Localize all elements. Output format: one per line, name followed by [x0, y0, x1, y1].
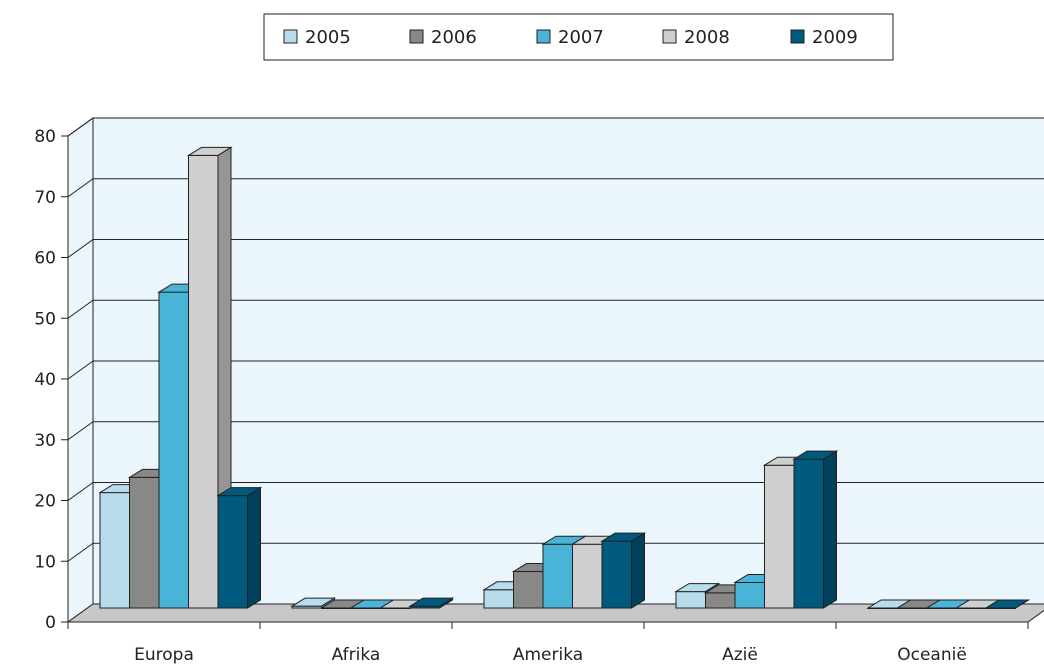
y-tick-label: 40 [34, 370, 56, 390]
legend-entry-2009: 2009 [790, 27, 858, 48]
legend-entry-2008: 2008 [662, 27, 730, 48]
x-tick-label: Afrika [332, 645, 381, 664]
y-tick-label: 60 [34, 249, 56, 269]
y-tick-label: 80 [34, 127, 56, 147]
x-tick-label: Europa [134, 645, 194, 664]
x-axis: Europa Afrika Amerika Azië Oceanië [67, 621, 1029, 664]
legend-swatch [662, 29, 677, 44]
legend-label: 2008 [684, 27, 730, 48]
y-tick-label: 30 [34, 431, 56, 451]
bar-2008-Europa [186, 146, 233, 609]
legend-label: 2005 [305, 27, 351, 48]
legend-label: 2007 [558, 27, 604, 48]
y-tick-label: 50 [34, 309, 56, 329]
bar-2009-Amerika [600, 532, 647, 609]
legend-entry-2007: 2007 [536, 27, 604, 48]
y-axis: 0 10 20 30 40 50 60 70 80 [34, 127, 69, 633]
bars [98, 146, 1031, 609]
bar-2005-Afrika [290, 597, 337, 609]
legend-swatch [790, 29, 805, 44]
bar-2009-Oceanië [984, 599, 1031, 609]
legend-entry-2005: 2005 [283, 27, 351, 48]
gridline-side [67, 542, 94, 562]
legend-label: 2009 [812, 27, 858, 48]
y-tick-label: 0 [45, 613, 56, 633]
gridline-side [67, 239, 94, 258]
bar-2009-Azië [792, 450, 839, 609]
gridline-side [67, 421, 94, 441]
gridline-side [67, 482, 94, 501]
bar-2009-Europa [216, 486, 263, 609]
legend-swatch [536, 29, 551, 44]
gridline-side [67, 178, 94, 198]
x-tick-label: Azië [722, 645, 758, 664]
legend-swatch [409, 29, 424, 44]
legend-swatch [283, 29, 298, 44]
legend-box [263, 13, 894, 61]
y-tick-label: 20 [34, 492, 56, 512]
bar-2009-Afrika [408, 597, 455, 609]
legend: 2005 2006 2007 2008 2009 [263, 13, 894, 61]
y-tick-label: 70 [34, 188, 56, 208]
x-tick-label: Oceanië [897, 645, 967, 664]
legend-label: 2006 [431, 27, 477, 48]
legend-entry-2006: 2006 [409, 27, 477, 48]
y-tick-label: 10 [34, 552, 56, 572]
x-tick-label: Amerika [513, 645, 583, 664]
gridline-side [67, 299, 94, 319]
gridline-side [67, 360, 94, 380]
gridline-side [67, 117, 94, 137]
